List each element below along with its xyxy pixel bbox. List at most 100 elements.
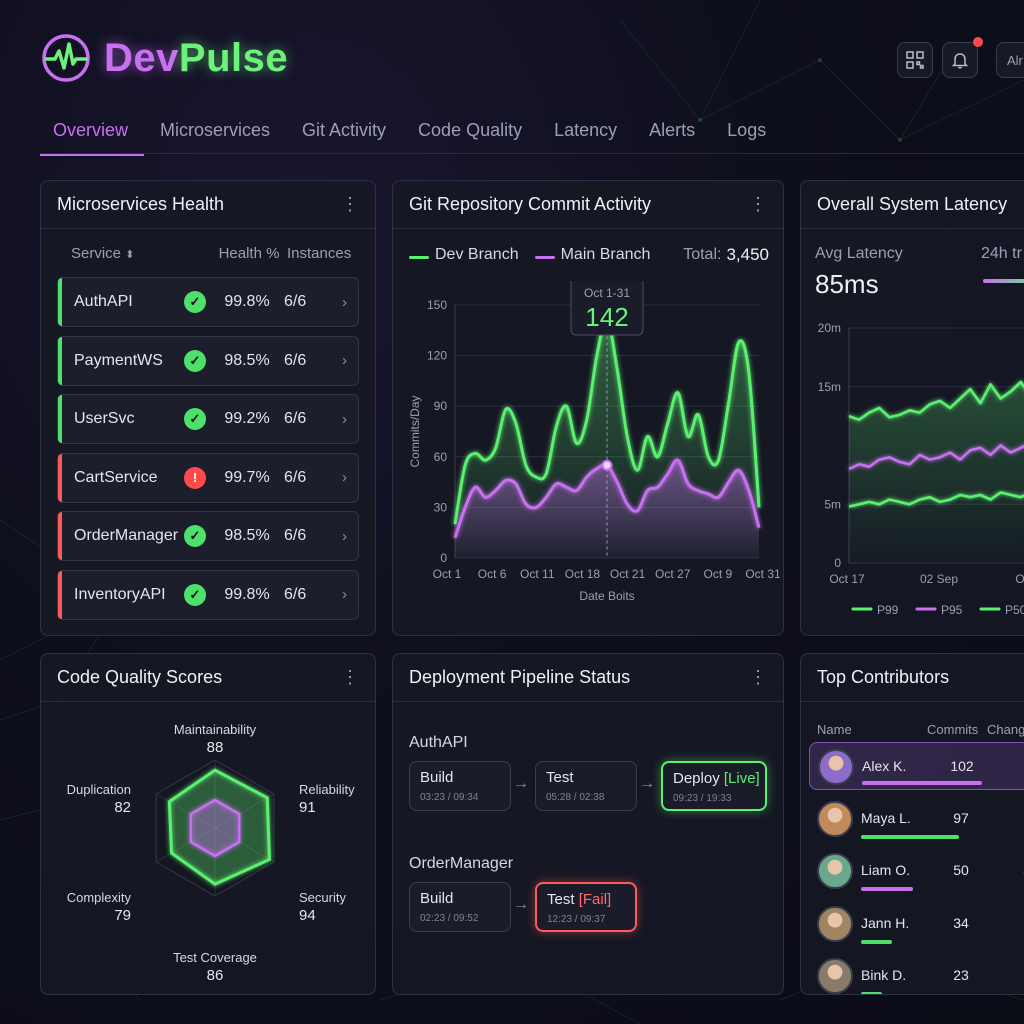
tab-latency[interactable]: Latency <box>554 120 618 140</box>
tab-microservices[interactable]: Microservices <box>160 120 271 140</box>
contributor-row[interactable]: Jann H. 34 27 <box>809 900 1024 948</box>
commit-count: 102 <box>950 758 974 774</box>
health-percent: 99.8% <box>224 585 270 603</box>
y-tick-label: 15m <box>818 380 841 394</box>
panel-title: Overall System Latency <box>817 194 1008 214</box>
more-options-icon[interactable]: ⋮ <box>749 194 767 214</box>
pipeline-stage-build[interactable]: Build 02:23 / 09:52 <box>409 882 511 932</box>
system-latency-panel: Overall System Latency Avg Latency 85ms … <box>800 180 1024 636</box>
microservices-health-panel: Microservices Health ⋮ Service ⬍ Health … <box>40 180 376 636</box>
service-name: AuthAPI <box>74 293 133 310</box>
arrow-right-icon: → <box>513 896 529 913</box>
y-tick-label: 0 <box>440 551 447 565</box>
legend-item[interactable]: P50 <box>979 603 1024 617</box>
trend-sparkline <box>983 279 1024 283</box>
more-options-icon[interactable]: ⋮ <box>341 194 359 214</box>
x-tick-label: Oct 27 <box>655 567 691 581</box>
contributor-row[interactable]: Bink D. 23 3 <box>809 952 1024 994</box>
commit-activity-chart[interactable]: 0 30 60 90 120 150 Oct 1-31 142 Oct 1 Oct 6 Oct 11… <box>393 281 784 626</box>
radar-value-label: 82 <box>114 799 131 816</box>
app-logo[interactable]: DevPulse <box>40 32 288 84</box>
qr-code-button[interactable] <box>897 42 933 78</box>
check-circle-icon: ✓ <box>184 583 206 606</box>
radar-value-label: 94 <box>299 907 316 924</box>
status-stripe <box>58 278 62 326</box>
x-tick-label: Oct 31 <box>745 567 781 581</box>
legend-item[interactable]: P99 <box>851 603 899 617</box>
status-stripe <box>58 512 62 560</box>
series-line[interactable] <box>848 491 1024 508</box>
pipeline-stage-build[interactable]: Build 03:23 / 09:34 <box>409 761 511 811</box>
pipeline-stage-deploy[interactable]: Deploy [Live] 09:23 / 19:33 <box>661 761 767 811</box>
tabs-divider <box>40 153 1024 154</box>
service-row[interactable]: UserSvc ✓ 99.2% 6/6 › <box>57 394 359 444</box>
pipeline-stage-test[interactable]: Test 05:28 / 02:38 <box>535 761 637 811</box>
service-column-header[interactable]: Service ⬍ <box>71 245 135 262</box>
series-line[interactable] <box>848 380 1024 421</box>
deployment-pipeline-panel: Deployment Pipeline Status ⋮ AuthAPI Bui… <box>392 653 784 995</box>
legend-item-dev-branch[interactable]: Dev Branch <box>409 246 519 264</box>
radar-category-label: Security <box>299 890 346 905</box>
chevron-right-icon[interactable]: › <box>342 352 347 369</box>
series-line[interactable] <box>848 443 1024 471</box>
instance-count: 6/6 <box>284 293 307 310</box>
pulse-logo-icon <box>42 34 90 82</box>
tab-git-activity[interactable]: Git Activity <box>302 120 387 140</box>
contribution-bar <box>861 834 959 839</box>
chevron-right-icon[interactable]: › <box>342 410 347 428</box>
commit-count: 97 <box>953 809 969 826</box>
contributor-name: Alex K. <box>862 758 907 774</box>
tab-code-quality[interactable]: Code Quality <box>418 120 523 140</box>
chevron-right-icon[interactable]: › <box>342 586 347 603</box>
contributor-row[interactable]: Liam O. 50 41 <box>809 847 1024 895</box>
contributor-row[interactable]: Alex K. 102 18 <box>809 742 1024 790</box>
user-menu[interactable]: Alr <box>996 42 1024 78</box>
contributors-table-header: Name Commits Chang <box>817 722 1024 737</box>
tab-overview[interactable]: Overview <box>40 118 145 156</box>
chevron-right-icon[interactable]: › <box>342 527 347 545</box>
top-contributors-panel: Top Contributors Name Commits Chang Alex K… <box>800 653 1024 995</box>
legend-item[interactable]: P95 <box>915 603 963 617</box>
pipeline-stage-test[interactable]: Test [Fail] 12:23 / 09:37 <box>535 882 637 932</box>
total-value: 3,450 <box>726 245 769 264</box>
radar-category-label: Reliability <box>299 782 355 797</box>
more-options-icon[interactable]: ⋮ <box>341 667 359 687</box>
avatar <box>817 905 853 942</box>
change-count: 3 <box>999 967 1024 983</box>
health-percent: 99.8% <box>224 293 270 310</box>
x-tick-label: Oct 9 <box>704 567 733 581</box>
chart-legend: Dev Branch Main Branch Total: 3,450 <box>409 245 769 265</box>
latency-chart[interactable]: 0 5m 15m 20m Oct 17 02 Sep Oc P99 P95 P50 <box>801 311 1024 631</box>
service-row[interactable]: InventoryAPI ✓ 99.8% 6/6 › <box>57 569 359 620</box>
service-row[interactable]: AuthAPI ✓ 99.8% 6/6 › <box>57 277 359 327</box>
main-tabs: Overview Microservices Git Activity Code… <box>40 118 782 156</box>
legend-item-main-branch[interactable]: Main Branch <box>534 246 650 264</box>
tab-alerts[interactable]: Alerts <box>649 120 696 140</box>
contributor-name: Maya L. <box>861 809 911 826</box>
legend-label: P99 <box>877 603 899 617</box>
tab-logs[interactable]: Logs <box>727 120 767 140</box>
contributor-row[interactable]: Maya L. 97 28 <box>809 795 1024 843</box>
notifications-button[interactable] <box>942 37 983 78</box>
contribution-bar <box>861 992 882 994</box>
contribution-bar <box>861 939 892 944</box>
commit-count: 34 <box>953 914 969 931</box>
more-options-icon[interactable]: ⋮ <box>749 667 767 687</box>
code-quality-radar-chart[interactable]: Maintainability 88 Reliability 91 Security 94… <box>41 702 376 995</box>
check-circle-icon: ✓ <box>184 525 206 547</box>
chevron-right-icon[interactable]: › <box>342 293 347 311</box>
radar-value-label: 79 <box>114 907 131 924</box>
data-point-marker[interactable] <box>601 459 613 471</box>
panel-title: Microservices Health <box>57 194 225 214</box>
contribution-bar <box>862 781 982 785</box>
service-table-header: Service ⬍ Health % Instances <box>71 245 359 262</box>
chevron-right-icon[interactable]: › <box>342 469 347 486</box>
service-row[interactable]: CartService! 99.7% 6/6 › <box>57 452 359 503</box>
status-stripe <box>58 395 62 443</box>
arrow-right-icon: → <box>639 775 655 792</box>
service-row[interactable]: PaymentWS ✓ 98.5% 6/6 › <box>57 335 359 386</box>
service-row[interactable]: OrderManager ✓ 98.5% 6/6 › <box>57 511 359 561</box>
y-tick-label: 30 <box>434 500 448 514</box>
arrow-right-icon: → <box>513 775 529 792</box>
x-tick-label: Oct 17 <box>829 572 865 586</box>
